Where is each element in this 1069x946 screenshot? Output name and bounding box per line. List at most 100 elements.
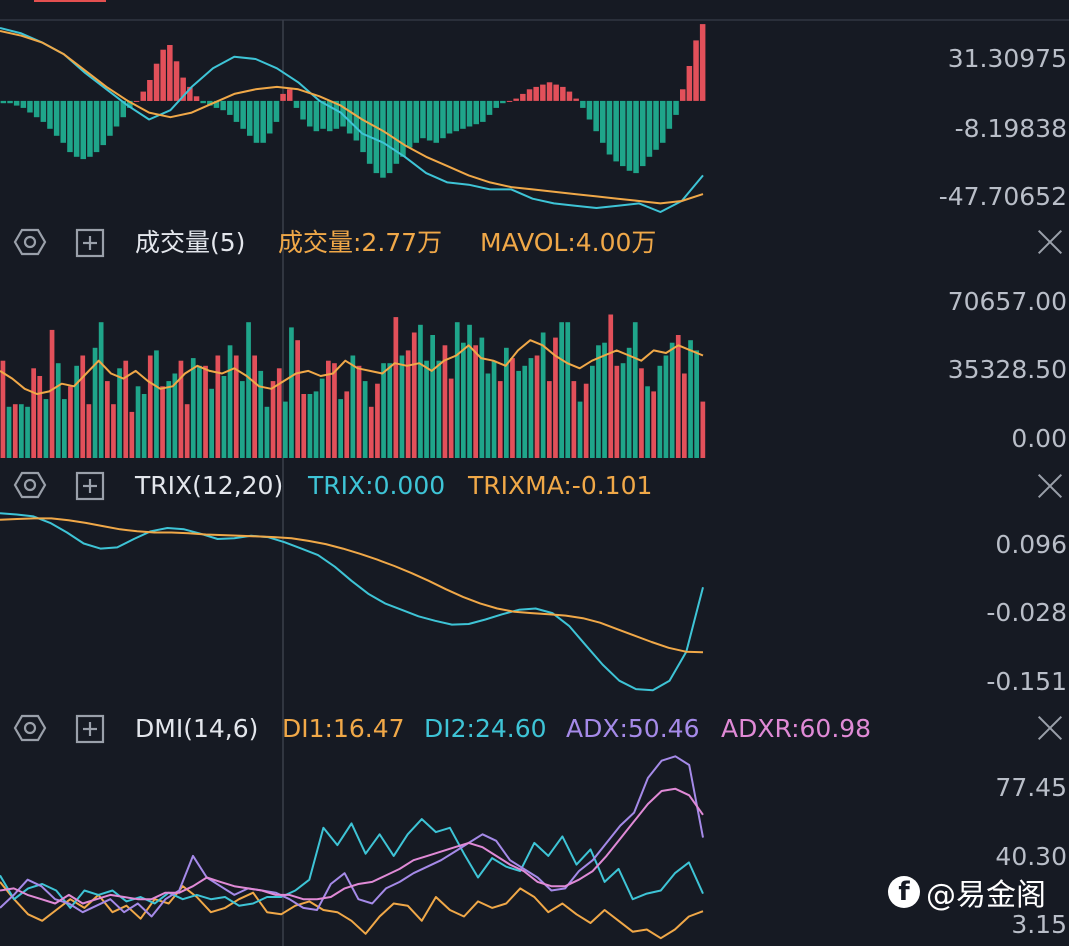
volume-bar — [154, 350, 159, 458]
macd-hist-bar — [426, 100, 433, 141]
volume-bar — [632, 322, 638, 458]
volume-bar — [534, 355, 540, 458]
volume-bar — [6, 406, 12, 458]
volume-bar — [565, 322, 571, 458]
volume-bar — [0, 360, 6, 458]
macd-hist-bar — [520, 93, 526, 101]
close-icon[interactable] — [1036, 472, 1064, 500]
dmi-series-line — [0, 787, 704, 905]
volume-bar — [497, 381, 503, 458]
volume-bar — [485, 373, 491, 458]
plus-box-icon[interactable] — [75, 228, 105, 258]
macd-hist-bar — [273, 100, 280, 122]
volume-bar — [430, 335, 435, 458]
macd-hist-bar — [693, 40, 699, 101]
macd-hist-bar — [606, 100, 613, 155]
volume-bar — [246, 322, 251, 458]
volume-bar — [387, 363, 393, 458]
volume-bar — [276, 368, 282, 458]
macd-hist-bar — [180, 77, 186, 101]
volume-bar — [473, 345, 478, 458]
volume-bar — [516, 370, 521, 458]
dmi-panel — [0, 755, 704, 940]
trix-series-line — [0, 517, 704, 654]
macd-hist-bar — [147, 80, 153, 101]
macd-hist-bar — [353, 100, 360, 141]
macd-hist-bar — [413, 100, 419, 143]
volume-bar — [620, 363, 626, 458]
volume-bar — [12, 404, 18, 458]
volume-bar — [80, 355, 86, 458]
trix-series-line — [0, 512, 704, 692]
volume-bar — [332, 363, 337, 458]
macd-hist-bar — [133, 100, 140, 102]
macd-hist-bar — [560, 86, 566, 101]
volume-bar — [190, 358, 196, 458]
macd-hist-bar — [400, 100, 406, 157]
macd-hist-bar — [127, 100, 133, 108]
macd-hist-bar — [333, 100, 340, 129]
hexagon-settings-icon[interactable] — [13, 713, 47, 743]
volume-bar — [491, 360, 497, 458]
watermark-text: @易金阁 — [926, 878, 1046, 913]
macd-hist-bar — [453, 100, 459, 132]
macd-hist-bar — [313, 100, 320, 132]
dmi-indicator-name[interactable]: DMI(14,6) — [135, 714, 259, 743]
volume-indicator-name[interactable]: 成交量(5) — [135, 228, 246, 257]
watermark: f @易金阁 — [888, 872, 1046, 913]
macd-hist-bar — [200, 100, 206, 104]
volume-bar — [215, 355, 221, 458]
macd-hist-bar — [120, 100, 126, 118]
macd-hist-bar — [433, 100, 439, 143]
adx-value-label: ADX:50.46 — [566, 714, 700, 743]
macd-hist-bar — [660, 100, 666, 143]
macd-hist-bar — [620, 100, 626, 167]
trix-axis-bottom: -0.151 — [986, 667, 1067, 696]
macd-hist-bar — [113, 100, 120, 127]
volume-bar — [694, 350, 699, 458]
macd-hist-bar — [40, 100, 47, 122]
macd-hist-bar — [187, 86, 193, 101]
volume-bar — [240, 381, 245, 458]
macd-hist-bar — [666, 100, 673, 129]
volume-bar — [626, 347, 632, 458]
hexagon-settings-icon[interactable] — [13, 227, 47, 257]
volume-bar — [43, 399, 49, 458]
dmi-series-line — [0, 881, 704, 940]
volume-bar — [166, 381, 172, 458]
trix-indicator-name[interactable]: TRIX(12,20) — [135, 471, 284, 500]
volume-bar — [675, 335, 681, 458]
volume-bar — [461, 342, 466, 458]
macd-hist-bar — [373, 100, 380, 174]
macd-hist-bar — [420, 100, 426, 139]
volume-bar — [362, 381, 368, 458]
hexagon-settings-icon[interactable] — [13, 470, 47, 500]
plus-box-icon[interactable] — [75, 471, 105, 501]
plus-box-icon[interactable] — [75, 714, 105, 744]
volume-bar — [123, 360, 129, 458]
volume-bar — [577, 401, 583, 458]
macd-hist-bar — [73, 100, 80, 157]
volume-bar — [454, 322, 460, 458]
volume-bar — [319, 378, 325, 458]
volume-bar — [547, 381, 552, 458]
close-icon[interactable] — [1036, 228, 1064, 256]
volume-bar — [338, 399, 343, 458]
macd-hist-bar — [300, 100, 306, 120]
macd-hist-bar — [280, 93, 286, 101]
volume-bar — [411, 332, 417, 458]
volume-bar — [405, 350, 411, 458]
volume-bar — [596, 345, 601, 458]
macd-hist-bar — [227, 100, 233, 115]
macd-hist-bar — [546, 82, 553, 101]
macd-hist-bar — [640, 100, 646, 167]
macd-hist-bar — [93, 100, 100, 153]
volume-bar — [301, 394, 307, 458]
volume-bar — [221, 376, 227, 458]
macd-hist-bar — [60, 100, 66, 143]
macd-hist-bar — [573, 98, 579, 101]
close-icon[interactable] — [1036, 714, 1064, 742]
volume-bar — [700, 401, 706, 458]
volume-bar — [86, 404, 92, 458]
volume-bar — [479, 337, 485, 458]
